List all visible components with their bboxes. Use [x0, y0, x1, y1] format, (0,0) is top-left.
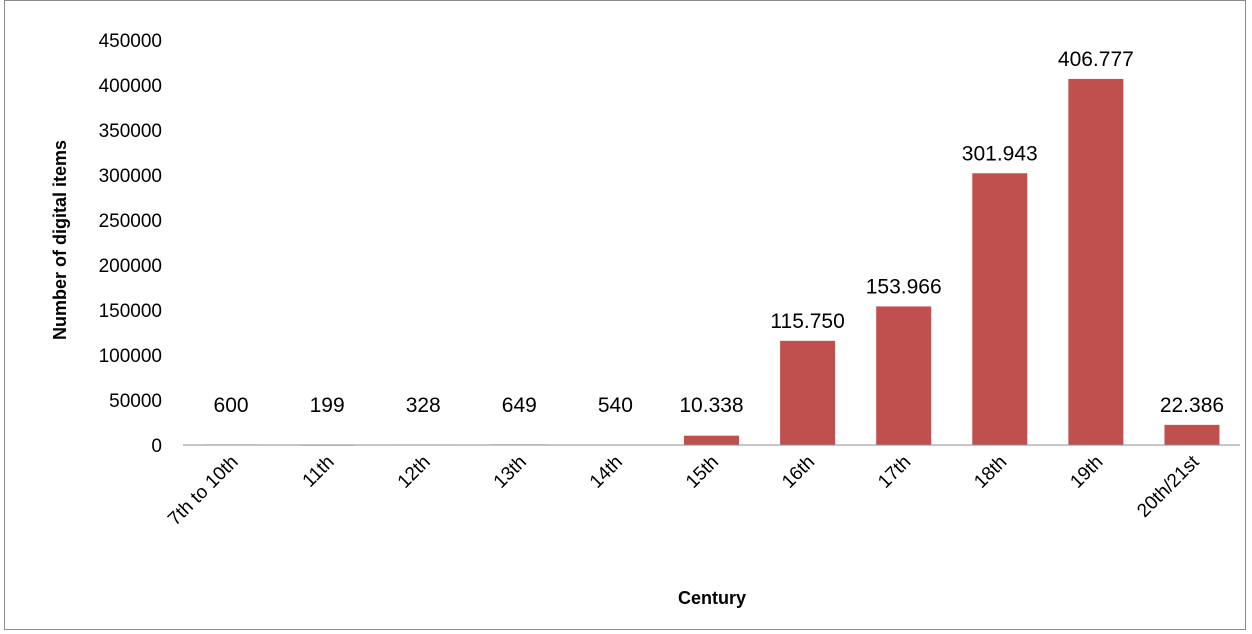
y-tick-label: 0 — [151, 436, 162, 457]
data-label: 600 — [214, 394, 249, 417]
data-label: 328 — [406, 394, 441, 417]
x-tick-label: 7th to 10th — [164, 452, 242, 530]
x-tick-label: 17th — [874, 452, 915, 493]
x-axis-title: Century — [678, 588, 746, 608]
y-tick-label: 450000 — [99, 31, 162, 52]
y-tick-label: 300000 — [99, 166, 162, 187]
y-tick-label: 400000 — [99, 76, 162, 97]
x-tick-label: 13th — [490, 452, 531, 493]
y-tick-label: 350000 — [99, 121, 162, 142]
x-tick-label: 14th — [586, 452, 627, 493]
data-labels: 600 199 328 649 540 10.338 115.750 153.966 301.9… — [214, 48, 1225, 417]
y-tick-label: 200000 — [99, 256, 162, 277]
data-label: 406.777 — [1058, 48, 1134, 71]
data-label: 301.943 — [962, 142, 1038, 165]
chart-frame — [4, 0, 1246, 630]
bar — [684, 435, 739, 445]
y-axis-ticks: 0 50000 100000 150000 200000 250000 300000 3500… — [99, 31, 162, 457]
x-tick-label: 19th — [1066, 452, 1107, 493]
x-tick-label: 15th — [682, 452, 723, 493]
data-label: 153.966 — [866, 275, 942, 298]
bar — [780, 340, 836, 445]
bar — [1164, 424, 1220, 445]
x-tick-label: 11th — [299, 452, 339, 492]
y-tick-label: 50000 — [109, 391, 162, 412]
data-label: 649 — [502, 394, 537, 417]
bar — [876, 306, 932, 445]
data-label: 10.338 — [679, 394, 743, 417]
x-tick-label: 12th — [394, 452, 435, 493]
data-label: 199 — [310, 394, 345, 417]
bar — [1068, 78, 1124, 446]
y-tick-label: 100000 — [99, 346, 162, 367]
bars — [203, 78, 1220, 446]
data-label: 540 — [598, 394, 633, 417]
y-tick-label: 150000 — [99, 301, 162, 322]
y-tick-label: 250000 — [99, 211, 162, 232]
data-label: 115.750 — [770, 310, 844, 333]
x-tick-label: 16th — [778, 452, 819, 493]
data-label: 22.386 — [1160, 394, 1224, 417]
y-axis-title: Number of digital items — [50, 140, 70, 340]
x-axis-ticks: 7th to 10th 11th 12th 13th 14th 15th 16th 17th 1… — [164, 451, 1204, 530]
x-tick-label: 18th — [970, 452, 1011, 493]
x-tick-label: 20th/21st — [1133, 451, 1204, 522]
bar — [972, 173, 1028, 446]
